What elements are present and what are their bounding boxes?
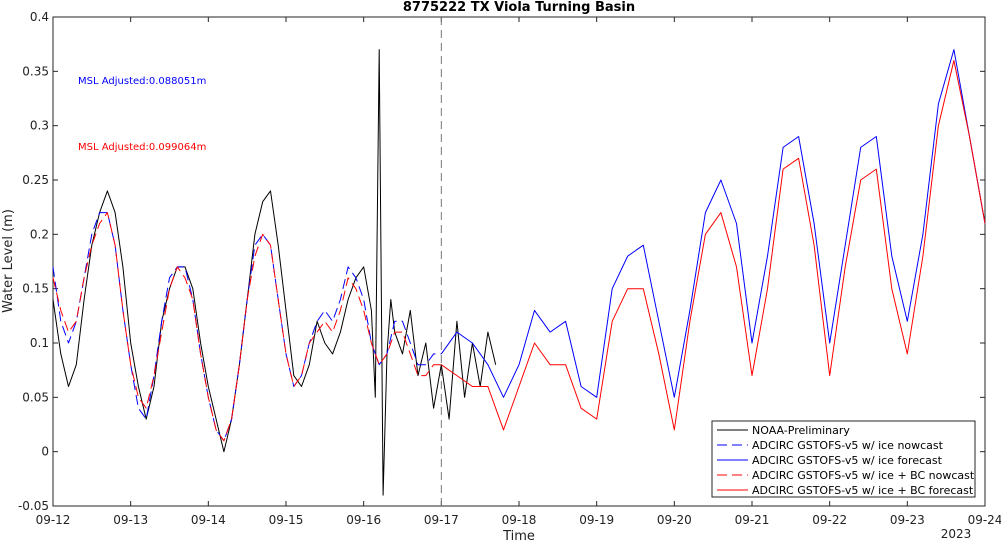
x-tick-label: 09-22 [812,513,847,527]
y-axis-ticks: -0.05 0 0.05 0.1 0.15 0.2 0.25 0.3 0.35 0.4 [18,10,985,513]
series-line-4 [441,60,986,431]
x-axis-ticks: 09-12 09-13 09-14 09-15 09-16 09-17 09-18 09-19… [36,17,1001,527]
y-tick-label: 0.15 [22,282,49,296]
legend-label: ADCIRC GSTOFS-v5 w/ ice + BC nowcast [752,469,975,482]
x-tick-label: 09-19 [579,513,614,527]
x-tick-label: 09-16 [346,513,381,527]
y-tick-label: 0.2 [30,227,49,241]
y-axis-label: Water Level (m) [1,209,16,313]
series-line-2 [440,49,986,398]
y-tick-label: 0 [41,445,49,459]
year-label: 2023 [941,527,972,541]
x-tick-label: 09-23 [890,513,925,527]
y-tick-label: 0.4 [30,10,49,24]
y-tick-label: 0.35 [22,64,49,78]
legend-label: ADCIRC GSTOFS-v5 w/ ice forecast [752,454,943,467]
chart-title: 8775222 TX Viola Turning Basin [403,0,635,15]
x-tick-label: 09-13 [113,513,148,527]
legend-box [711,420,976,498]
legend: NOAA-Preliminary ADCIRC GSTOFS-v5 w/ ice … [711,420,976,498]
x-tick-label: 09-21 [735,513,770,527]
x-tick-label: 09-18 [502,513,537,527]
x-tick-label: 09-14 [191,513,226,527]
x-tick-label: 09-12 [36,513,71,527]
msl-annotation: MSL Adjusted:0.088051m [78,76,206,87]
annotations: MSL Adjusted:0.088051m MSL Adjusted:0.099… [78,76,206,153]
series-line-0 [52,49,497,496]
series-line-3 [52,212,442,442]
series-group [52,49,986,496]
x-tick-label: 09-15 [269,513,304,527]
y-tick-label: 0.05 [22,390,49,404]
y-tick-label: 0.1 [30,336,49,350]
legend-label: ADCIRC GSTOFS-v5 w/ ice + BC forecast [752,484,974,497]
x-axis-label: Time [502,529,535,541]
x-tick-label: 09-24 [968,513,1001,527]
msl-annotation: MSL Adjusted:0.099064m [78,142,206,153]
y-tick-label: -0.05 [18,499,49,513]
y-tick-label: 0.25 [22,173,49,187]
legend-label: NOAA-Preliminary [752,424,850,437]
x-tick-label: 09-20 [657,513,692,527]
y-tick-label: 0.3 [30,119,49,133]
x-tick-label: 09-17 [424,513,459,527]
legend-label: ADCIRC GSTOFS-v5 w/ ice nowcast [752,439,944,452]
